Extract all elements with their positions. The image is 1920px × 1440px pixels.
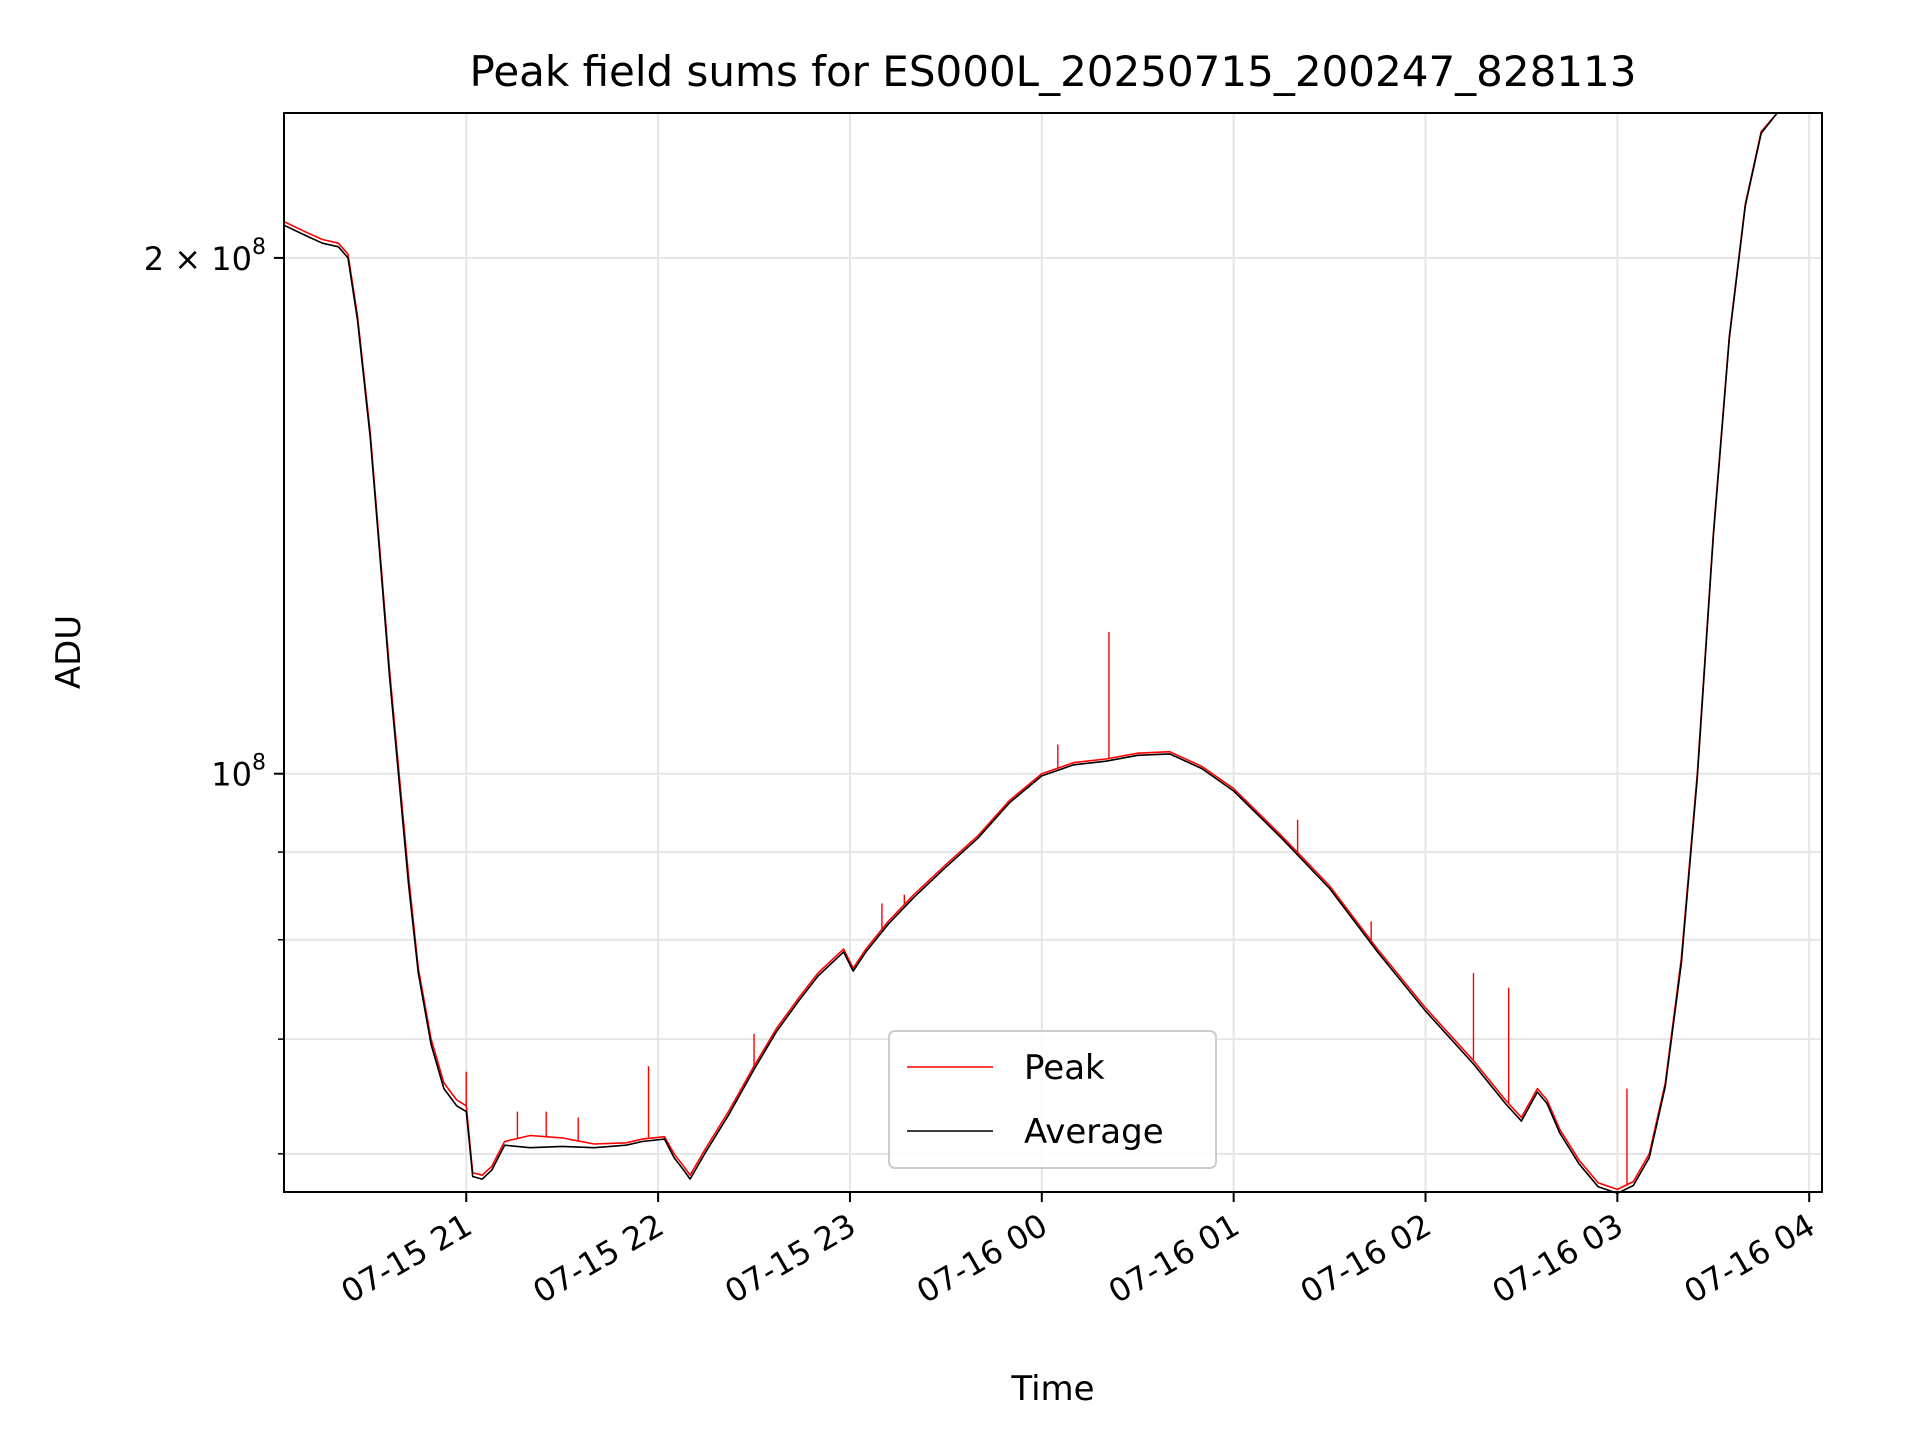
legend: Peak Average	[888, 1030, 1217, 1169]
y-tick-label-exponent: 8	[252, 235, 266, 260]
series-line-peak	[283, 112, 1778, 1191]
y-tick-label-exponent: 8	[252, 751, 266, 776]
y-axis-label: ADU	[49, 615, 89, 689]
series-line-average	[283, 112, 1778, 1195]
y-tick-label: 108	[211, 751, 266, 794]
legend-label-average: Average	[1024, 1112, 1164, 1152]
x-axis-label: Time	[1010, 1369, 1094, 1409]
legend-box	[888, 1030, 1217, 1169]
legend-label-peak: Peak	[1024, 1048, 1105, 1088]
grid	[284, 113, 1822, 1192]
series-group	[283, 112, 1778, 1195]
y-tick-label-base: 10	[211, 756, 252, 794]
y-tick-label: 2 × 108	[144, 235, 266, 278]
y-tick-label-base: 2 × 10	[144, 240, 252, 278]
plot-frame	[283, 112, 1823, 1193]
chart-title: Peak field sums for ES000L_20250715_2002…	[470, 47, 1637, 96]
